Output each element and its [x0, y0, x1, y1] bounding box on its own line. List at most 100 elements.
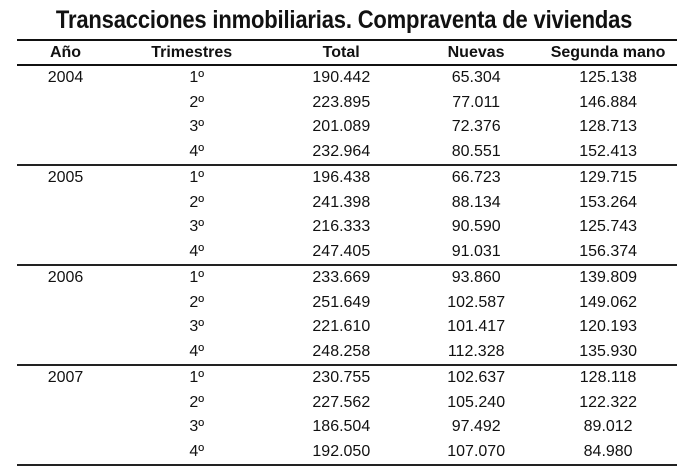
- total-cell: 186.504: [312, 418, 371, 436]
- new-cell: 102.637: [447, 369, 506, 387]
- total-cell: 201.089: [312, 118, 371, 136]
- new-cell: 72.376: [451, 118, 501, 136]
- quarter-cell: 3º: [189, 318, 205, 336]
- quarter-cell: 2º: [189, 93, 205, 111]
- total-cell: 190.442: [312, 69, 371, 87]
- new-cell: 90.590: [451, 218, 501, 236]
- year-group-2006: 2006 1º 233.669 93.860 139.809 2º 251.64…: [17, 266, 677, 364]
- new-cell: 102.587: [447, 293, 506, 311]
- new-cell: 66.723: [451, 169, 501, 187]
- total-cell: 227.562: [312, 393, 371, 411]
- second-hand-cell: 120.193: [579, 318, 638, 336]
- table-header: Año Trimestres Total Nuevas Segunda mano: [17, 41, 677, 64]
- table-row: 3º 201.089 72.376 128.713: [17, 115, 677, 140]
- second-hand-cell: 156.374: [579, 242, 638, 260]
- year-cell: 2006: [47, 269, 84, 287]
- total-cell: 241.398: [312, 193, 371, 211]
- quarter-cell: 3º: [189, 218, 205, 236]
- table-row: 3º 221.610 101.417 120.193: [17, 315, 677, 340]
- quarter-cell: 2º: [189, 393, 205, 411]
- year-cell: 2004: [47, 69, 84, 87]
- header-second-hand: Segunda mano: [550, 43, 666, 61]
- total-cell: 196.438: [312, 169, 371, 187]
- total-cell: 223.895: [312, 93, 371, 111]
- new-cell: 93.860: [451, 269, 501, 287]
- header-new: Nuevas: [447, 43, 505, 61]
- total-cell: 251.649: [312, 293, 371, 311]
- total-cell: 230.755: [312, 369, 371, 387]
- group-rule: [17, 264, 677, 266]
- table-row: 2º 251.649 102.587 149.062: [17, 291, 677, 316]
- new-cell: 101.417: [447, 318, 506, 336]
- new-cell: 80.551: [451, 142, 501, 160]
- second-hand-cell: 146.884: [579, 93, 638, 111]
- group-rule: [17, 364, 677, 366]
- new-cell: 112.328: [447, 342, 505, 360]
- year-cell: 2005: [47, 169, 84, 187]
- group-rule: [17, 164, 677, 166]
- table-row: 4º 192.050 107.070 84.980: [17, 440, 677, 465]
- year-group-2007: 2007 1º 230.755 102.637 128.118 2º 227.5…: [17, 366, 677, 464]
- transactions-table: Año Trimestres Total Nuevas Segunda mano…: [17, 39, 677, 466]
- second-hand-cell: 122.322: [579, 393, 638, 411]
- year-cell: 2007: [47, 369, 84, 387]
- header-year: Año: [49, 43, 82, 61]
- second-hand-cell: 128.713: [579, 118, 638, 136]
- total-cell: 221.610: [312, 318, 371, 336]
- quarter-cell: 4º: [189, 242, 205, 260]
- second-hand-cell: 152.413: [579, 142, 638, 160]
- quarter-cell: 2º: [189, 293, 205, 311]
- second-hand-cell: 153.264: [579, 193, 638, 211]
- second-hand-cell: 84.980: [583, 442, 633, 460]
- table-row: 4º 247.405 91.031 156.374: [17, 240, 677, 265]
- header-rule: [17, 64, 677, 66]
- second-hand-cell: 125.743: [579, 218, 638, 236]
- table-row: 2007 1º 230.755 102.637 128.118: [17, 366, 677, 391]
- quarter-cell: 3º: [189, 418, 205, 436]
- table-title: Transacciones inmobiliarias. Compraventa…: [55, 6, 633, 34]
- total-cell: 232.964: [312, 142, 371, 160]
- second-hand-cell: 135.930: [579, 342, 638, 360]
- quarter-cell: 3º: [189, 118, 205, 136]
- total-cell: 248.258: [312, 342, 371, 360]
- quarter-cell: 1º: [189, 169, 205, 187]
- table-row: 4º 232.964 80.551 152.413: [17, 140, 677, 165]
- table-row: 2004 1º 190.442 65.304 125.138: [17, 66, 677, 91]
- quarter-cell: 4º: [189, 342, 205, 360]
- new-cell: 88.134: [451, 193, 501, 211]
- table-row: 3º 186.504 97.492 89.012: [17, 415, 677, 440]
- year-group-2004: 2004 1º 190.442 65.304 125.138 2º 223.89…: [17, 66, 677, 164]
- quarter-cell: 4º: [189, 142, 205, 160]
- new-cell: 97.492: [451, 418, 501, 436]
- quarter-cell: 2º: [189, 193, 205, 211]
- header-quarter: Trimestres: [151, 43, 233, 61]
- table-row: 2006 1º 233.669 93.860 139.809: [17, 266, 677, 291]
- new-cell: 107.070: [447, 442, 506, 460]
- table-row: 2005 1º 196.438 66.723 129.715: [17, 166, 677, 191]
- table-row: 2º 241.398 88.134 153.264: [17, 191, 677, 216]
- second-hand-cell: 139.809: [579, 269, 638, 287]
- second-hand-cell: 149.062: [579, 293, 638, 311]
- new-cell: 105.240: [447, 393, 506, 411]
- header-total: Total: [322, 43, 360, 61]
- second-hand-cell: 129.715: [579, 169, 638, 187]
- table-row: 4º 248.258 112.328 135.930: [17, 340, 677, 365]
- total-cell: 247.405: [312, 242, 371, 260]
- new-cell: 91.031: [451, 242, 501, 260]
- table-row: 3º 216.333 90.590 125.743: [17, 215, 677, 240]
- second-hand-cell: 89.012: [583, 418, 633, 436]
- quarter-cell: 1º: [189, 269, 205, 287]
- second-hand-cell: 125.138: [579, 69, 638, 87]
- quarter-cell: 4º: [189, 442, 205, 460]
- total-cell: 216.333: [312, 218, 371, 236]
- new-cell: 65.304: [451, 69, 501, 87]
- bottom-rule: [17, 464, 677, 466]
- total-cell: 233.669: [312, 269, 371, 287]
- top-rule: [17, 39, 677, 41]
- year-group-2005: 2005 1º 196.438 66.723 129.715 2º 241.39…: [17, 166, 677, 264]
- total-cell: 192.050: [312, 442, 371, 460]
- new-cell: 77.011: [452, 93, 501, 111]
- quarter-cell: 1º: [189, 369, 205, 387]
- quarter-cell: 1º: [189, 69, 205, 87]
- table-row: 2º 223.895 77.011 146.884: [17, 91, 677, 116]
